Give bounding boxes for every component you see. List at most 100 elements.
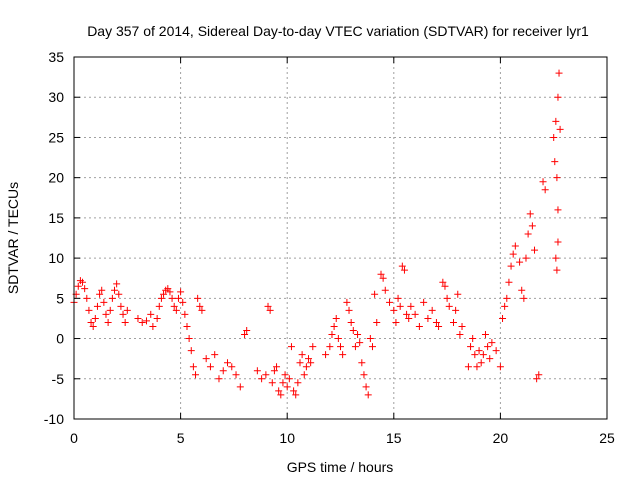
- data-point: [93, 302, 101, 310]
- data-point: [552, 254, 560, 262]
- data-point: [296, 359, 304, 367]
- data-point: [138, 318, 146, 326]
- data-point: [386, 298, 394, 306]
- data-point: [345, 306, 353, 314]
- data-point: [332, 314, 340, 322]
- data-point: [121, 318, 129, 326]
- data-point: [507, 262, 515, 270]
- data-point: [334, 335, 342, 343]
- data-point: [328, 331, 336, 339]
- plot-frame: [73, 56, 608, 420]
- data-point: [153, 314, 161, 322]
- data-point: [526, 210, 534, 218]
- data-point: [475, 347, 483, 355]
- data-point: [533, 375, 541, 383]
- data-point: [381, 286, 389, 294]
- y-tick-label: 20: [48, 170, 64, 186]
- data-point: [473, 363, 481, 371]
- data-point: [302, 363, 310, 371]
- data-point: [104, 318, 112, 326]
- data-point: [411, 310, 419, 318]
- data-point: [452, 306, 460, 314]
- y-tick-label: 35: [48, 49, 64, 65]
- data-point: [172, 306, 180, 314]
- data-point: [420, 298, 428, 306]
- data-point: [488, 339, 496, 347]
- data-point: [170, 302, 178, 310]
- data-point: [149, 322, 157, 330]
- data-point: [174, 294, 182, 302]
- data-point: [74, 282, 82, 290]
- data-point: [432, 318, 440, 326]
- data-point: [194, 294, 202, 302]
- data-point: [224, 359, 232, 367]
- data-point: [379, 274, 387, 282]
- data-point: [215, 375, 223, 383]
- data-point: [181, 310, 189, 318]
- data-point: [309, 343, 317, 351]
- data-point: [499, 314, 507, 322]
- data-point: [232, 371, 240, 379]
- data-point: [187, 347, 195, 355]
- data-point: [79, 278, 87, 286]
- data-point: [528, 222, 536, 230]
- data-point: [471, 351, 479, 359]
- data-point: [454, 290, 462, 298]
- data-point: [211, 351, 219, 359]
- data-point: [142, 317, 150, 325]
- y-tick-label: 10: [48, 250, 64, 266]
- data-point: [535, 371, 543, 379]
- data-point: [89, 322, 97, 330]
- data-point: [177, 288, 185, 296]
- data-point: [360, 371, 368, 379]
- data-point: [277, 391, 285, 399]
- data-point: [157, 294, 165, 302]
- data-point: [273, 363, 281, 371]
- data-point: [555, 69, 563, 77]
- data-point: [115, 290, 123, 298]
- y-tick-label: -5: [52, 371, 65, 387]
- data-point: [85, 306, 93, 314]
- data-point: [330, 322, 338, 330]
- data-point: [258, 375, 266, 383]
- data-point: [183, 322, 191, 330]
- data-point: [185, 335, 193, 343]
- data-point: [294, 379, 302, 387]
- data-point: [520, 294, 528, 302]
- data-point: [196, 302, 204, 310]
- data-point: [307, 359, 315, 367]
- data-point: [108, 294, 116, 302]
- x-tick-label: 10: [279, 430, 295, 446]
- data-point: [228, 363, 236, 371]
- data-point: [290, 387, 298, 395]
- y-tick-label: 5: [56, 290, 64, 306]
- data-point: [539, 178, 547, 186]
- data-point: [87, 318, 95, 326]
- data-point: [469, 335, 477, 343]
- data-point: [464, 363, 472, 371]
- data-point: [264, 302, 272, 310]
- data-point: [398, 262, 406, 270]
- data-point: [477, 359, 485, 367]
- data-point: [279, 379, 287, 387]
- data-point: [98, 286, 106, 294]
- data-point: [554, 206, 562, 214]
- data-point: [522, 254, 530, 262]
- y-tick-label: 30: [48, 89, 64, 105]
- data-point: [300, 371, 308, 379]
- x-tick-label: 25: [599, 430, 615, 446]
- data-point: [270, 367, 278, 375]
- data-point: [298, 351, 306, 359]
- data-point: [518, 286, 526, 294]
- data-point: [283, 383, 291, 391]
- data-point: [405, 314, 413, 322]
- data-point: [554, 93, 562, 101]
- data-point: [377, 270, 385, 278]
- data-point: [166, 288, 174, 296]
- data-point: [281, 371, 289, 379]
- x-tick-label: 0: [70, 430, 78, 446]
- data-point: [550, 133, 558, 141]
- data-point: [202, 355, 210, 363]
- data-point: [501, 302, 509, 310]
